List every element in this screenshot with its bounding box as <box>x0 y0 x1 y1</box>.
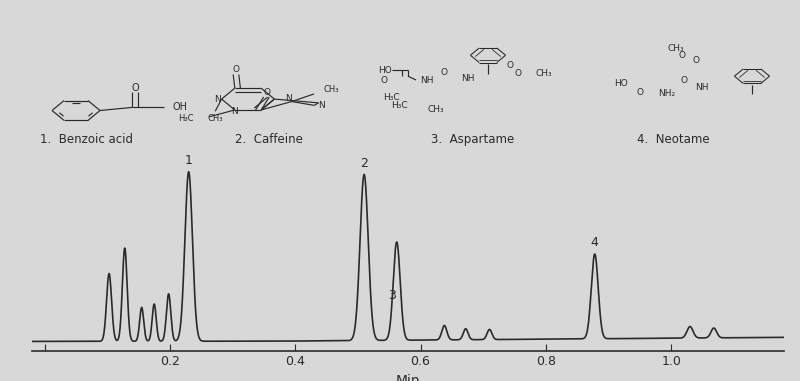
Text: O: O <box>681 75 687 85</box>
Text: N: N <box>285 94 292 103</box>
Text: 4.  Neotame: 4. Neotame <box>638 133 710 146</box>
Text: HO: HO <box>614 79 628 88</box>
Text: CH₃: CH₃ <box>428 105 445 114</box>
Text: N: N <box>214 94 221 104</box>
Text: O: O <box>515 69 522 78</box>
Text: 2.  Caffeine: 2. Caffeine <box>235 133 303 146</box>
Text: H₃C: H₃C <box>178 114 194 123</box>
Text: O: O <box>507 61 514 70</box>
Text: N: N <box>318 101 325 110</box>
Text: 1.  Benzoic acid: 1. Benzoic acid <box>39 133 133 146</box>
Text: CH₃: CH₃ <box>207 114 223 123</box>
Text: O: O <box>381 76 387 85</box>
Text: NH: NH <box>462 74 474 83</box>
Text: O: O <box>263 88 270 97</box>
Text: NH₂: NH₂ <box>658 89 675 98</box>
Text: O: O <box>441 68 447 77</box>
Text: N: N <box>231 107 238 116</box>
Text: H₃C: H₃C <box>383 93 400 102</box>
Text: O: O <box>232 66 239 74</box>
Text: CH₃: CH₃ <box>323 85 339 94</box>
Text: 1: 1 <box>185 154 193 167</box>
Text: O: O <box>678 51 685 60</box>
Text: OH: OH <box>173 102 187 112</box>
X-axis label: Min: Min <box>396 374 420 381</box>
Text: NH: NH <box>695 83 708 92</box>
Text: H₃C: H₃C <box>391 101 408 110</box>
Text: 3.  Aspartame: 3. Aspartame <box>430 133 514 146</box>
Text: 4: 4 <box>591 237 598 250</box>
Text: NH: NH <box>421 76 434 85</box>
Text: O: O <box>637 88 643 97</box>
Text: CH₃: CH₃ <box>668 43 684 53</box>
Text: O: O <box>131 83 139 93</box>
Text: HO: HO <box>378 66 392 75</box>
Text: O: O <box>693 56 699 66</box>
Text: 3: 3 <box>388 289 396 302</box>
Text: CH₃: CH₃ <box>536 69 553 78</box>
Text: 2: 2 <box>360 157 368 170</box>
